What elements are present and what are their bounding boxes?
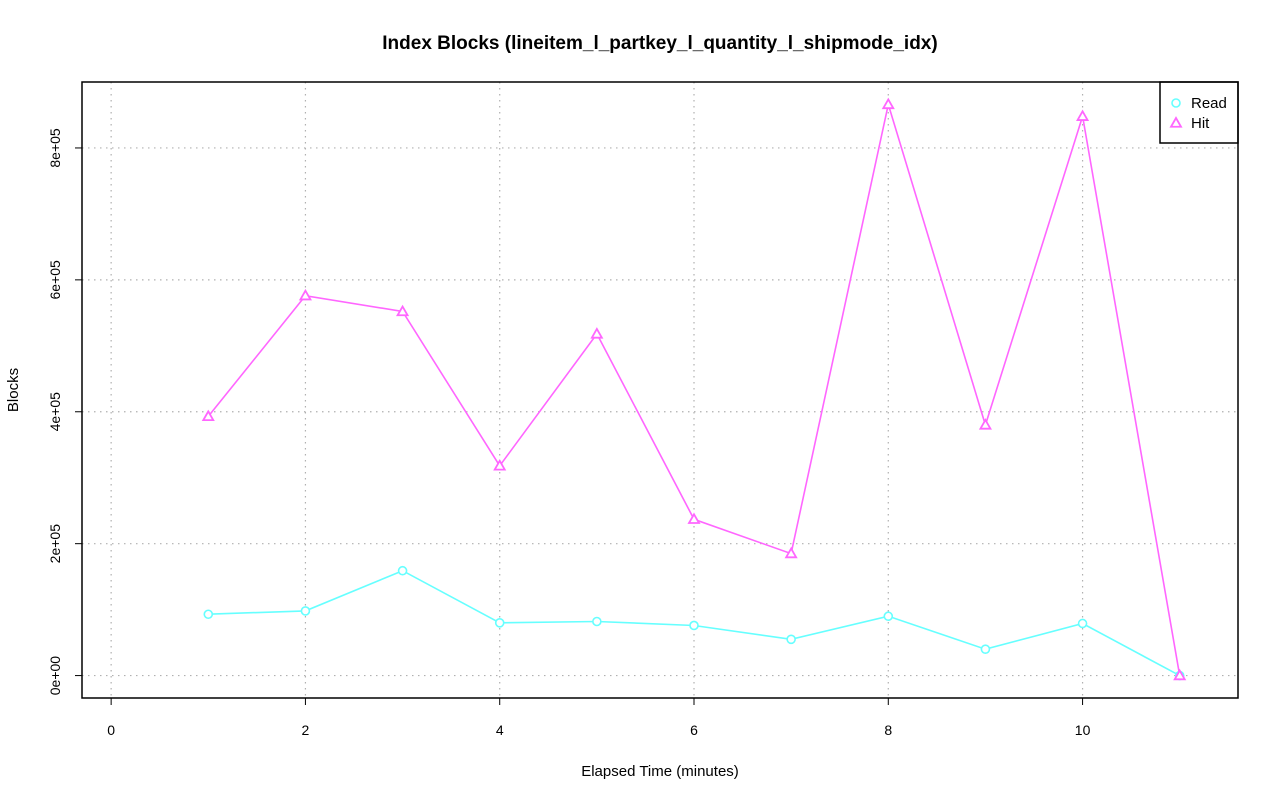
data-point-read-7 (883, 611, 894, 622)
data-point-read-8 (980, 644, 991, 654)
y-tick-label-0: 0e+00 (47, 656, 63, 696)
y-tick-label-4: 8e+05 (47, 128, 63, 168)
y-axis-label: Blocks (5, 368, 22, 412)
data-point-hit-2 (396, 304, 410, 317)
legend-label-read: Read (1191, 95, 1227, 112)
data-point-hit-10 (1173, 668, 1187, 681)
data-point-read-4 (592, 616, 602, 627)
x-tick-label-0: 0 (107, 722, 115, 738)
y-tick-label-2: 4e+05 (47, 392, 63, 432)
data-point-hit-7 (881, 97, 895, 110)
data-point-read-0 (203, 609, 214, 620)
grid-lines (82, 82, 1238, 698)
plot-border (81, 81, 1239, 699)
x-axis-label: Elapsed Time (minutes) (581, 763, 739, 780)
legend: Read Hit (1159, 81, 1239, 144)
data-point-read-1 (300, 606, 311, 616)
data-point-hit-3 (493, 459, 507, 471)
data-point-read-2 (397, 565, 408, 576)
y-tick-label-3: 6e+05 (47, 260, 63, 300)
data-point-hit-8 (978, 418, 992, 430)
data-point-read-6 (786, 634, 796, 645)
x-tick-label-1: 2 (302, 722, 310, 738)
data-point-hit-0 (201, 409, 215, 422)
x-tick-label-5: 10 (1075, 722, 1091, 738)
legend-box (1159, 81, 1239, 144)
data-point-read-3 (494, 618, 505, 628)
y-tick-label-1: 2e+05 (47, 524, 63, 564)
x-tick-label-4: 8 (884, 722, 892, 738)
legend-marker-read (1171, 98, 1181, 108)
data-point-hit-4 (590, 327, 604, 339)
x-tick-label-3: 6 (690, 722, 698, 738)
legend-marker-hit (1169, 116, 1183, 128)
data-point-read-5 (689, 620, 699, 631)
x-axis: 0 2 4 6 8 10 (107, 698, 1091, 738)
data-point-hit-1 (298, 288, 312, 301)
data-point-hit-6 (784, 546, 798, 559)
y-axis: 0e+00 2e+05 4e+05 6e+05 8e+05 (47, 128, 82, 695)
legend-label-hit: Hit (1191, 115, 1210, 132)
data-point-hit-5 (687, 512, 701, 524)
x-tick-label-2: 4 (496, 722, 504, 738)
data-point-read-9 (1077, 618, 1088, 629)
data-point-hit-9 (1076, 109, 1090, 121)
series-layer (201, 97, 1187, 681)
chart-title: Index Blocks (lineitem_l_partkey_l_quant… (382, 33, 937, 54)
